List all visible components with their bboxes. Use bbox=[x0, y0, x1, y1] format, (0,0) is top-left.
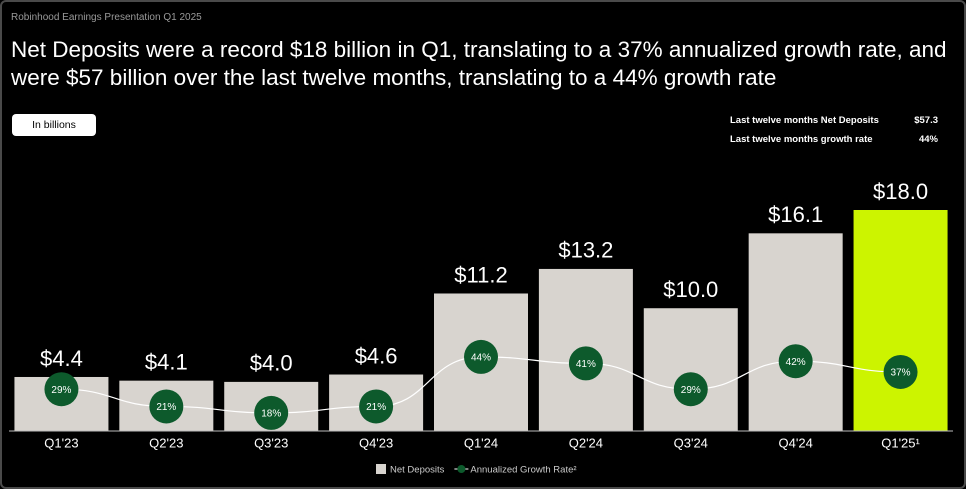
growth-marker bbox=[778, 344, 813, 379]
x-tick-label: Q4'23 bbox=[359, 435, 393, 450]
growth-label: 21% bbox=[156, 402, 176, 413]
summary-label: Last twelve months growth rate bbox=[730, 134, 873, 145]
bar bbox=[853, 210, 948, 431]
x-tick-label: Q4'24 bbox=[779, 435, 813, 450]
growth-label: 29% bbox=[51, 385, 71, 396]
value-label: $4.0 bbox=[250, 351, 293, 376]
value-label: $10.0 bbox=[663, 277, 718, 302]
growth-marker bbox=[568, 346, 603, 381]
x-tick-label: Q1'24 bbox=[464, 435, 498, 450]
slide-title: Net Deposits were a record $18 billion i… bbox=[11, 37, 947, 90]
x-tick-label: Q2'24 bbox=[569, 435, 603, 450]
summary-value: 44% bbox=[918, 134, 938, 145]
growth-label: 21% bbox=[366, 402, 386, 413]
legend-label: Annualized Growth Rate² bbox=[470, 465, 576, 476]
legend-label: Net Deposits bbox=[390, 465, 445, 476]
x-tick-label: Q2'23 bbox=[149, 435, 183, 450]
growth-marker bbox=[44, 372, 79, 407]
growth-marker bbox=[149, 389, 184, 424]
growth-marker bbox=[254, 395, 289, 430]
bar bbox=[643, 308, 738, 431]
value-label: $4.4 bbox=[40, 346, 83, 371]
growth-marker bbox=[359, 389, 394, 424]
summary-row: Last twelve months Net Deposits $57.3 bbox=[730, 115, 938, 134]
value-label: $4.6 bbox=[355, 343, 398, 368]
growth-marker bbox=[883, 354, 918, 389]
x-tick-label: Q3'23 bbox=[254, 435, 288, 450]
x-tick-label: Q3'24 bbox=[674, 435, 708, 450]
legend-swatch bbox=[376, 464, 386, 474]
value-label: $11.2 bbox=[454, 262, 507, 287]
summary-table: Last twelve months Net Deposits $57.3 Las… bbox=[730, 115, 938, 153]
growth-label: 37% bbox=[891, 368, 911, 379]
bar bbox=[748, 233, 843, 431]
growth-label: 18% bbox=[261, 409, 281, 420]
unit-badge: In billions bbox=[12, 114, 96, 136]
x-tick-label: Q1'23 bbox=[44, 435, 78, 450]
value-label: $13.2 bbox=[558, 238, 613, 263]
growth-marker bbox=[464, 339, 498, 374]
growth-label: 42% bbox=[786, 357, 806, 368]
value-label: $4.1 bbox=[145, 349, 188, 374]
growth-label: 44% bbox=[471, 353, 491, 364]
summary-value: $57.3 bbox=[914, 115, 938, 126]
header: Robinhood Earnings Presentation Q1 2025 bbox=[11, 12, 202, 23]
value-label: $16.1 bbox=[768, 202, 823, 227]
growth-label: 29% bbox=[681, 385, 701, 396]
growth-label: 41% bbox=[576, 359, 596, 370]
x-tick-label: Q1'25¹ bbox=[881, 435, 920, 450]
summary-label: Last twelve months Net Deposits bbox=[730, 115, 879, 126]
legend-dot bbox=[457, 465, 466, 473]
summary-row: Last twelve months growth rate 44% bbox=[730, 134, 938, 153]
value-label: $18.0 bbox=[873, 179, 928, 204]
growth-marker bbox=[673, 372, 708, 407]
